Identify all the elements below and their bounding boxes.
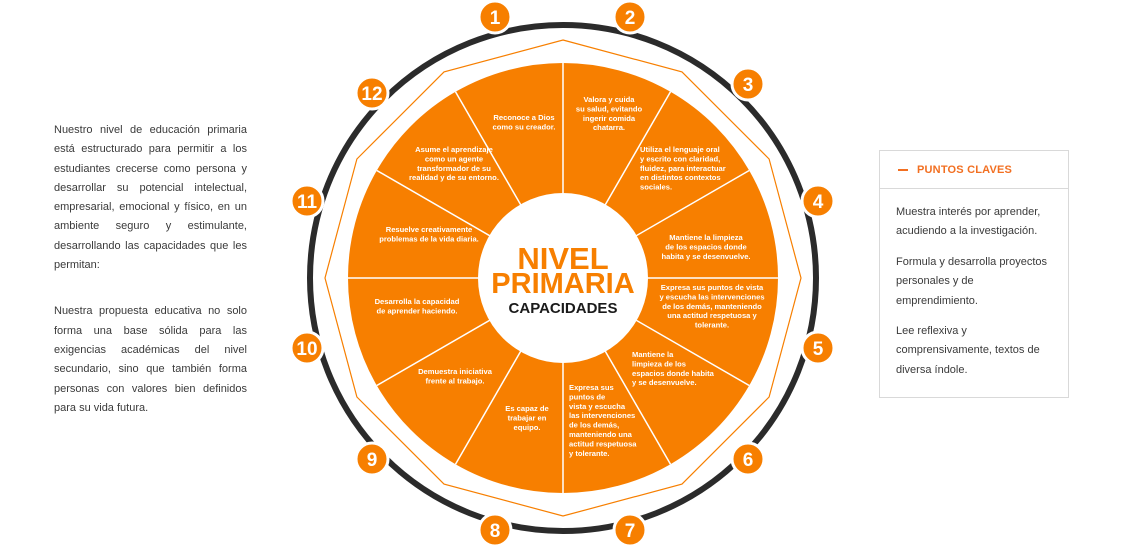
badge-number: 12: [361, 84, 382, 105]
sector-label-8: Es capaz de trabajar en equipo.: [505, 404, 548, 432]
badge-circle: [477, 0, 513, 35]
center-title-line2: PRIMARIA: [491, 268, 634, 300]
badge-circle: [612, 512, 648, 548]
sector-label-5: Expresa sus puntos de vista y escucha las…: [659, 283, 764, 330]
badge-circle: [800, 183, 836, 219]
badge-circle: [354, 441, 390, 477]
intro-text: Nuestro nivel de educación primaria está…: [54, 121, 247, 445]
number-badge-5: 5: [800, 330, 836, 366]
sector-label-2: Valora y cuida su salud, evitando ingerir …: [576, 95, 643, 132]
badge-number: 3: [743, 75, 754, 96]
sector-label-6: Mantiene la limpieza de los espacios donde…: [632, 350, 715, 387]
number-badge-3: 3: [730, 66, 766, 102]
key-point-1: Muestra interés por aprender, acudiendo …: [896, 206, 1041, 238]
badge-circle: [800, 330, 836, 366]
key-points-panel: PUNTOS CLAVES Muestra interés por aprend…: [879, 150, 1069, 398]
panel-body: Muestra interés por aprender, acudiendo …: [880, 189, 1068, 380]
badge-circle: [612, 0, 648, 35]
badge-number: 2: [625, 8, 636, 29]
badge-number: 11: [297, 192, 318, 213]
center-title-line1: NIVEL: [517, 241, 608, 276]
number-badge-12: 12: [354, 75, 390, 111]
intro-paragraph-2: Nuestra propuesta educativa no solo form…: [54, 305, 247, 414]
badge-circle: [354, 75, 390, 111]
number-badge-4: 4: [800, 183, 836, 219]
badge-number: 7: [625, 521, 636, 542]
center-subtitle: CAPACIDADES: [509, 300, 618, 317]
badge-number: 4: [813, 192, 824, 213]
number-badge-10: 10: [289, 330, 325, 366]
number-badge-1: 1: [477, 0, 513, 35]
badge-number: 1: [490, 8, 501, 29]
sector-label-4: Mantiene la limpieza de los espacios dond…: [661, 233, 750, 261]
sector-label-12: Asume el aprendizaje como un agente transf…: [409, 145, 499, 182]
badge-circle: [730, 66, 766, 102]
sector-label-3: Utiliza el lenguaje oral y escrito con cl…: [640, 145, 726, 192]
key-point-3: Lee reflexiva y comprensivamente, textos…: [896, 325, 1040, 376]
center-disc: [478, 193, 648, 363]
outer-ring: [307, 22, 819, 534]
segment-labels: Reconoce a Dios como su creador. Valora y …: [375, 95, 765, 458]
badge-circle: [730, 441, 766, 477]
number-badge-9: 9: [354, 441, 390, 477]
dash-icon: [898, 168, 908, 171]
number-badge-6: 6: [730, 441, 766, 477]
number-badge-11: 11: [289, 183, 325, 219]
panel-title: PUNTOS CLAVES: [917, 163, 1013, 176]
number-badge-8: 8: [477, 512, 513, 548]
sector-label-1: Reconoce a Dios como su creador.: [493, 113, 556, 131]
sector-label-10: Desarrolla la capacidad de aprender hacie…: [375, 297, 460, 315]
badge-circle: [289, 330, 325, 366]
sector-label-11: Resuelve creativamente problemas de la vi…: [379, 225, 479, 243]
badge-number: 5: [813, 339, 824, 360]
badge-number: 6: [743, 450, 754, 471]
badge-circle: [477, 512, 513, 548]
number-badge-2: 2: [612, 0, 648, 35]
intro-paragraph-1: Nuestro nivel de educación primaria está…: [54, 124, 247, 272]
panel-header: PUNTOS CLAVES: [880, 151, 1068, 189]
badge-number: 10: [296, 339, 317, 360]
sector-label-7: Expresa sus puntos de vista y escucha las i…: [569, 383, 637, 458]
badge-circle: [289, 183, 325, 219]
key-point-2: Formula y desarrolla proyectos personale…: [896, 255, 1048, 307]
number-badge-7: 7: [612, 512, 648, 548]
badge-number: 8: [490, 521, 501, 542]
decorative-polygon-outline: [324, 39, 802, 517]
sector-label-9: Demuestra iniciativa frente al trabajo.: [418, 367, 493, 385]
badge-number: 9: [367, 450, 378, 471]
